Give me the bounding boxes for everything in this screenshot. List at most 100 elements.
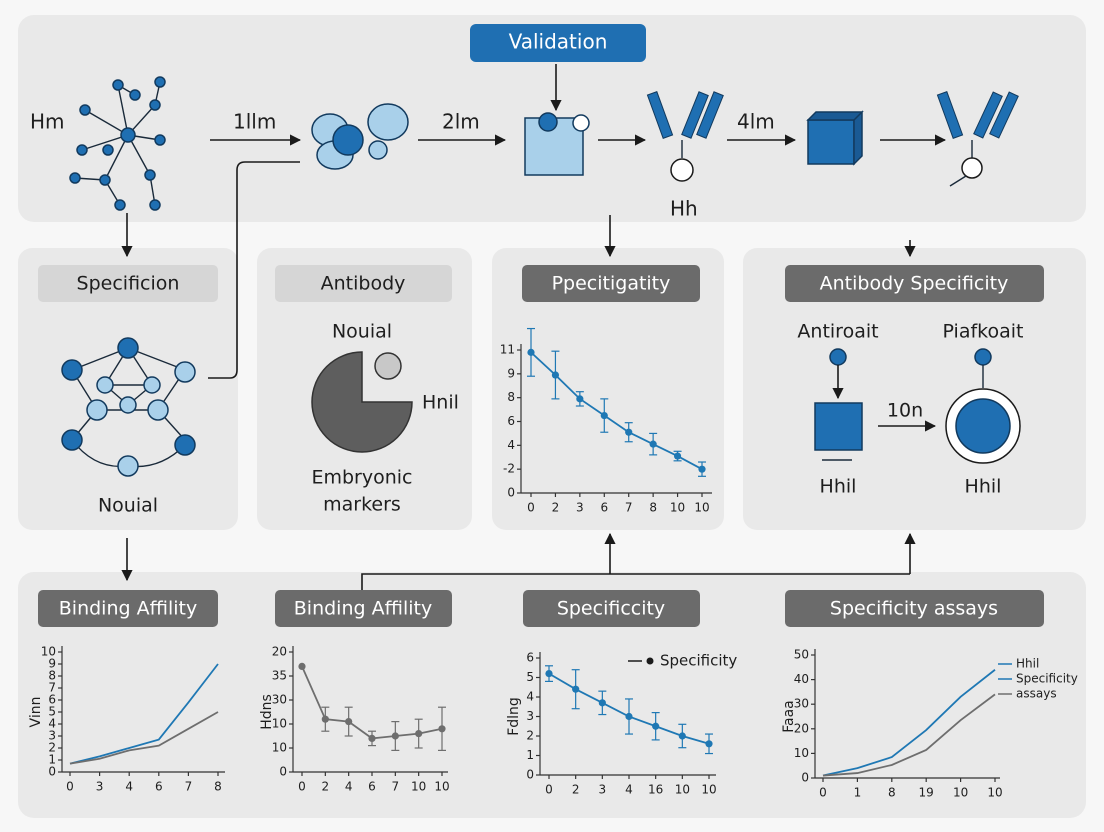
dot-icon [374,352,402,380]
y-tick-label: 8 [48,669,56,683]
y-tick-label: 11 [500,343,515,357]
panel-title: Antibody [321,273,406,295]
x-tick-label: 16 [648,783,663,797]
marker [545,670,553,678]
marker [391,732,399,740]
x-tick-label: 0 [66,780,74,794]
y-tick-label: 6 [526,651,534,665]
y-tick-label: 0 [526,768,534,782]
title-box [523,590,700,627]
panel-title: Specificcity [557,598,665,620]
marker [625,712,633,721]
y-axis-label: Faaa [781,700,797,733]
x-tick-label: 2 [552,501,560,515]
y-tick-label: 5 [48,705,56,719]
y-tick-label: 1 [526,748,534,762]
network-icon [61,337,196,477]
panel-title: Antibody Specificity [820,273,1009,295]
title-box [522,265,700,302]
y-axis-label: Hdns [259,694,275,730]
y-tick-label: 20 [272,645,287,659]
marker [652,722,660,730]
x-tick-label: 2 [322,780,330,794]
y-tick-label: 0 [801,771,809,785]
x-tick-label: 8 [214,780,222,794]
title-box [785,590,1044,627]
x-tick-label: 10 [694,501,709,515]
y-tick-label: 1 [48,753,56,767]
caption: Nouial [98,495,158,517]
y-tick-label: 10 [272,717,287,731]
y-tick-label: 35 [272,669,287,683]
panel-title: Specificity assays [830,598,998,620]
y-tick-label: 9 [507,366,515,380]
x-tick-label: 0 [545,783,553,797]
y-tick-label: 0 [507,486,515,500]
y-tick-label: 4 [507,438,515,452]
x-tick-label: 0 [527,501,535,515]
network-icon [69,76,166,211]
y-tick-label: 6 [507,414,515,428]
blob-icon [311,103,409,170]
y-tick-label: 20 [794,721,809,735]
x-tick-label: 6 [155,780,163,794]
button-label[interactable]: Validation [509,30,608,54]
marker [368,734,376,743]
flow-label: 2lm [442,110,480,134]
series-line [69,711,219,765]
y-tick-label: 8 [507,390,515,404]
marker [698,465,706,473]
x-tick-label: 3 [599,783,607,797]
panel [257,248,472,530]
y-tick-label: 2 [48,741,56,755]
x-tick-label: 0 [819,786,827,800]
antibody-icon [936,91,1019,187]
y-tick-label: 10 [794,746,809,760]
bottom-panel [18,572,1086,818]
title-box [275,590,452,627]
marker [576,395,584,403]
panel [18,248,238,530]
legend-label: Specificity [660,652,737,670]
marker [600,411,608,420]
x-tick-label: 8 [649,501,657,515]
pie-icon [311,351,413,453]
title-box [38,590,218,627]
flow-label: Hh [670,197,698,221]
title-box [38,265,218,302]
series-line [530,351,703,470]
flow-label: 4lm [737,110,775,134]
x-tick-label: 2 [572,783,580,797]
panel-title: Specificion [77,273,180,295]
marker [673,452,682,460]
x-tick-label: 7 [185,780,193,794]
flow-label: 1llm [233,110,276,134]
legend-heading: Hhil [1016,657,1039,671]
y-tick-label: 10 [41,645,56,659]
y-tick-label: 5 [526,670,534,684]
label: Antiroait [797,321,878,343]
y-tick-label: 30 [272,693,287,707]
legend-label: Specificity [1016,672,1078,686]
x-tick-label: 7 [392,780,400,794]
y-tick-label: -2 [503,462,515,476]
label: 10n [887,400,923,422]
label: Piafkoait [943,321,1024,343]
y-tick-label: 50 [794,648,809,662]
marker [415,730,423,738]
legend-label: assays [1016,687,1057,701]
x-tick-label: 4 [625,783,633,797]
x-tick-label: 4 [345,780,353,794]
antibody-icon [646,91,724,182]
validation-button[interactable] [470,24,646,62]
series-line [69,663,219,765]
x-tick-label: 10 [434,780,449,794]
flow-label: Hm [30,110,65,134]
y-tick-label: 10 [272,741,287,755]
cube-icon [806,110,864,166]
y-tick-label: 40 [794,672,809,686]
marker [572,685,580,693]
x-tick-label: 6 [368,780,376,794]
square-icon [524,112,590,176]
